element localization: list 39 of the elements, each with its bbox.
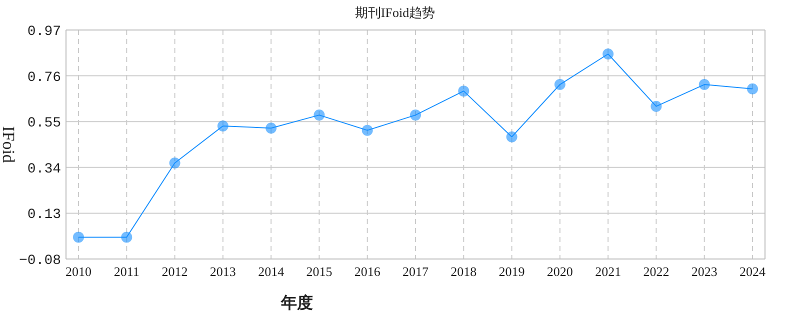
- point: [169, 158, 180, 169]
- x-tick-label: 2014: [258, 264, 285, 279]
- point: [554, 79, 566, 90]
- y-tick-label: 0.34: [27, 161, 61, 178]
- x-tick-label: 2023: [691, 264, 718, 279]
- point: [650, 100, 662, 112]
- point: [217, 120, 228, 132]
- point: [362, 124, 373, 136]
- point: [747, 83, 758, 94]
- x-tick-label: 2024: [740, 264, 766, 279]
- x-tick-label: 2012: [162, 264, 188, 279]
- point: [698, 79, 710, 90]
- x-tick-label: 2018: [450, 264, 477, 279]
- point: [602, 48, 614, 60]
- point: [121, 232, 132, 243]
- x-tick-label: 2017: [402, 264, 429, 279]
- x-tick-label: 2013: [210, 264, 236, 279]
- y-tick-label: −0.08: [18, 253, 61, 269]
- x-tick-label: 2016: [354, 264, 381, 279]
- point: [73, 232, 84, 243]
- x-axis-title: 年度: [280, 293, 313, 312]
- x-tick-label: 2022: [643, 264, 670, 279]
- point: [458, 86, 470, 97]
- point: [314, 110, 325, 121]
- point: [266, 122, 277, 134]
- x-tick-label: 2015: [306, 264, 332, 279]
- y-tick-label: 0.97: [27, 24, 61, 40]
- x-tick-label: 2011: [114, 264, 140, 279]
- chart-title: 期刊IFoid趋势: [354, 5, 436, 20]
- x-tick-label: 2021: [595, 264, 622, 279]
- x-tick-label: 2010: [66, 264, 92, 279]
- y-axis-title: IFoid: [0, 126, 18, 164]
- y-tick-label: 0.76: [27, 70, 61, 86]
- y-tick-label: 0.55: [27, 116, 61, 132]
- point: [410, 110, 421, 121]
- y-tick-label: 0.13: [27, 207, 61, 224]
- x-tick-label: 2020: [546, 264, 573, 279]
- point: [506, 131, 518, 142]
- x-tick-label: 2019: [498, 264, 525, 279]
